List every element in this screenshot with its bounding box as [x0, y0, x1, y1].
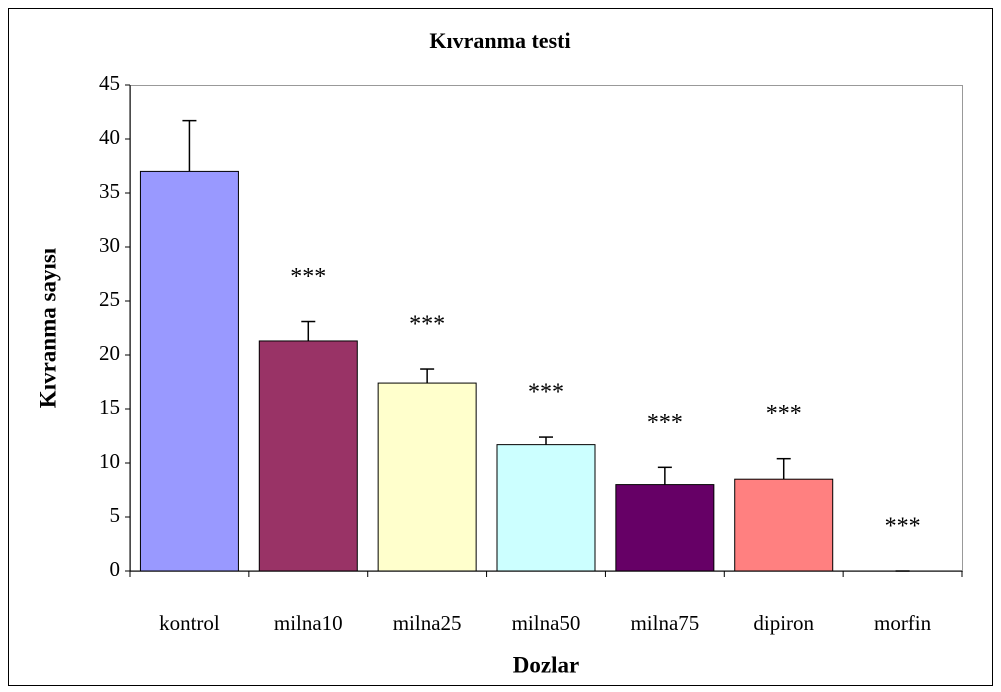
x-tick-label: kontrol [159, 611, 220, 635]
annotation: *** [290, 264, 326, 290]
bar [496, 444, 596, 572]
bar [734, 478, 834, 572]
y-tick-label: 25 [99, 287, 120, 311]
y-tick-label: 30 [99, 233, 120, 257]
y-tick-label: 45 [99, 71, 120, 95]
x-axis-label: Dozlar [513, 652, 579, 677]
y-tick-label: 40 [99, 125, 120, 149]
annotation: *** [647, 410, 683, 436]
annotation: *** [528, 380, 564, 406]
bar [258, 340, 358, 572]
bar [377, 382, 477, 572]
annotation: *** [409, 312, 445, 338]
x-tick-label: dipiron [753, 611, 814, 635]
x-tick-label: milna50 [512, 611, 581, 635]
y-tick-label: 20 [99, 341, 120, 365]
bar [139, 170, 239, 572]
x-tick-label: milna75 [630, 611, 699, 635]
bar [615, 484, 715, 572]
y-tick-label: 0 [110, 557, 121, 581]
chart-title: Kıvranma testi [429, 28, 570, 53]
y-axis-label: Kıvranma sayısı [35, 247, 60, 408]
y-tick-label: 10 [99, 449, 120, 473]
annotation: *** [766, 401, 802, 427]
y-tick-label: 5 [110, 503, 121, 527]
x-tick-label: morfin [874, 611, 932, 635]
annotation: *** [885, 514, 921, 540]
x-tick-label: milna10 [274, 611, 343, 635]
y-tick-label: 35 [99, 179, 120, 203]
x-tick-label: milna25 [393, 611, 462, 635]
y-tick-label: 15 [99, 395, 120, 419]
